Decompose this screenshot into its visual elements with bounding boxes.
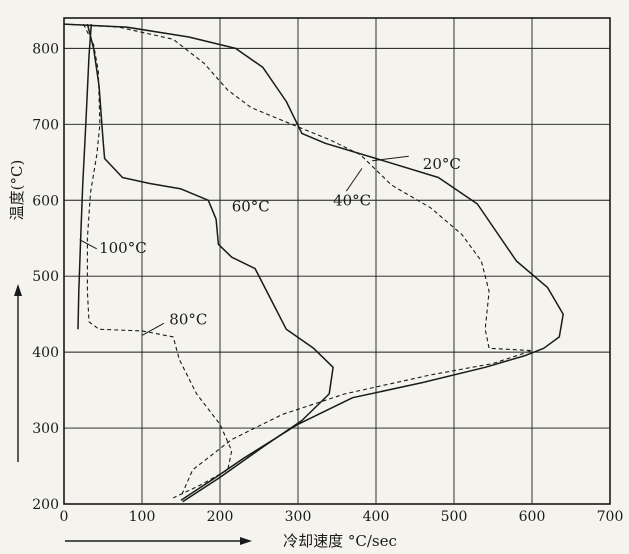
y-tick-label: 200 xyxy=(32,497,59,513)
series-annotation: 100°C xyxy=(99,239,147,257)
y-axis-label: 温度(°C) xyxy=(8,160,26,221)
y-tick-label: 600 xyxy=(32,193,59,209)
series-annotation: 80°C xyxy=(169,310,207,328)
series-annotation: 60°C xyxy=(232,197,270,215)
series-line xyxy=(77,24,93,330)
y-tick-label: 500 xyxy=(32,269,59,285)
x-tick-label: 300 xyxy=(285,509,312,525)
series-line xyxy=(86,23,334,503)
x-direction-arrow xyxy=(65,537,252,545)
x-tick-label: 100 xyxy=(129,509,156,525)
y-tick-label: 700 xyxy=(32,117,59,133)
x-tick-label: 500 xyxy=(441,509,468,525)
y-direction-arrow xyxy=(14,284,22,462)
y-tick-label: 400 xyxy=(32,345,59,361)
x-tick-label: 200 xyxy=(207,509,234,525)
x-axis-label: 冷却速度 °C/sec xyxy=(283,532,397,550)
series-line xyxy=(63,23,533,497)
annotation-leader xyxy=(79,239,97,250)
annotation-leaders xyxy=(79,155,409,336)
chart-grid xyxy=(63,17,611,505)
series-lines xyxy=(63,23,564,503)
annotation-leader xyxy=(372,155,409,162)
annotation-leader xyxy=(141,322,165,336)
x-tick-label: 600 xyxy=(519,509,546,525)
series-line xyxy=(63,23,564,501)
y-tick-label: 300 xyxy=(32,421,59,437)
series-annotation: 20°C xyxy=(423,155,461,173)
annotation-leader xyxy=(345,168,363,192)
x-tick-label: 400 xyxy=(363,509,390,525)
series-annotations: 20°C 40°C 60°C 80°C 100°C xyxy=(99,155,461,329)
y-tick-label: 800 xyxy=(32,41,59,57)
series-annotation: 40°C xyxy=(333,191,371,209)
tick-labels: 0 100 200 300 400 500 600 700 200 300 400 500 600 700… xyxy=(32,41,623,525)
x-tick-label: 0 xyxy=(60,509,69,525)
x-tick-label: 700 xyxy=(597,509,624,525)
